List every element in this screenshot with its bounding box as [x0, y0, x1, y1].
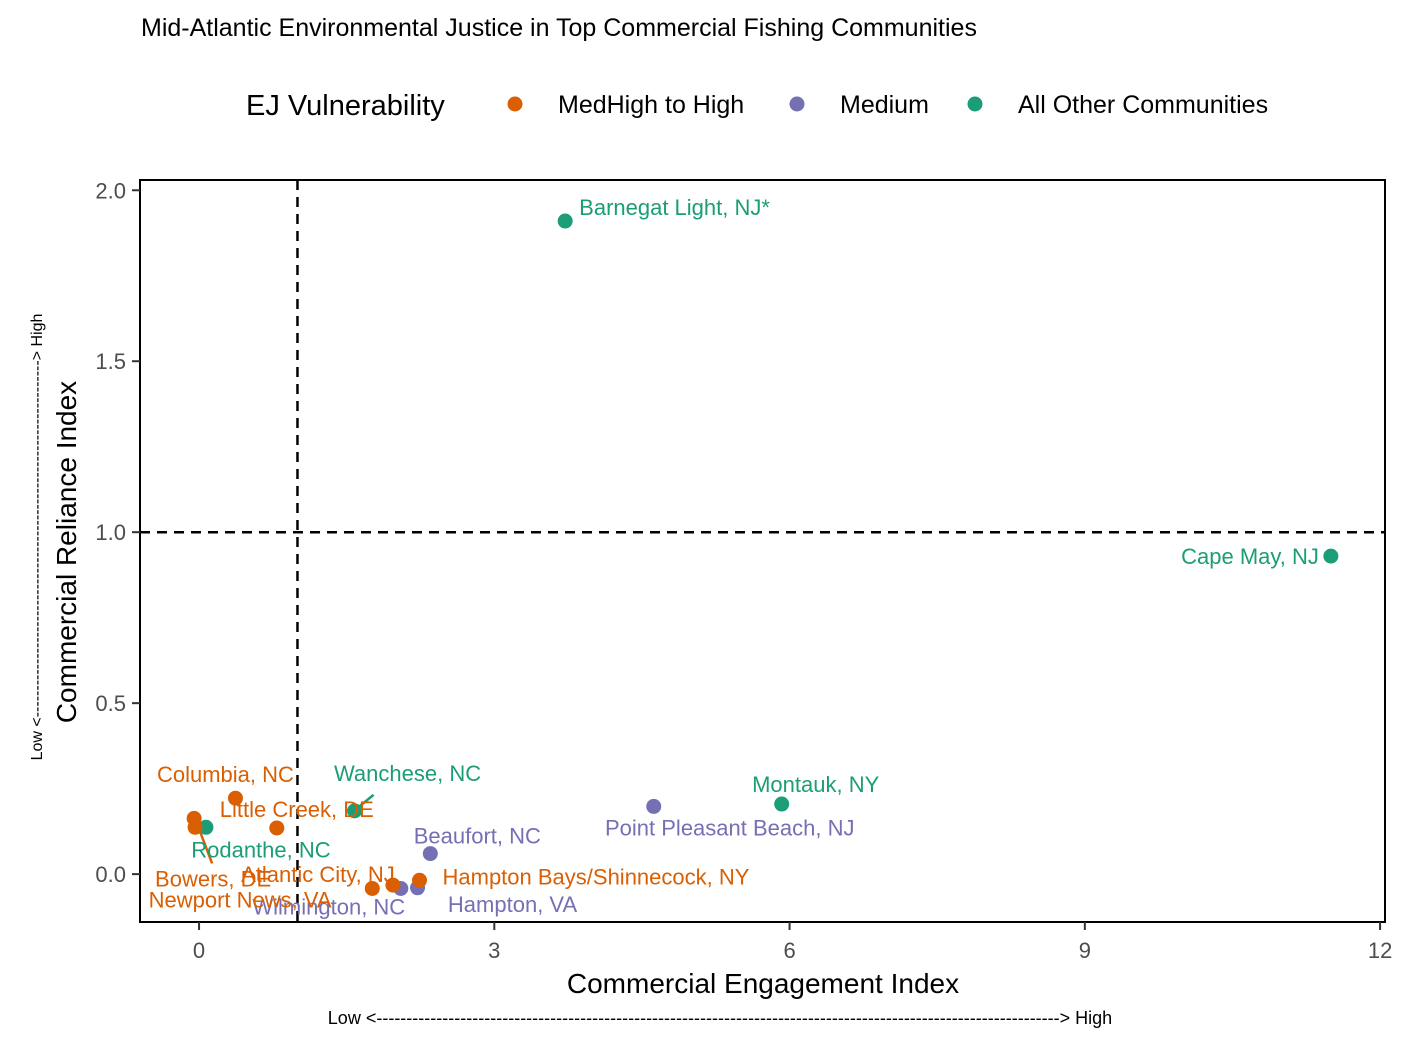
legend-label: Medium [840, 91, 929, 119]
x-axis: 0 3 6 9 12 [193, 922, 1392, 963]
x-tick-label: 12 [1368, 938, 1392, 963]
data-label: Atlantic City, NJ [241, 862, 395, 887]
data-labels: Barnegat Light, NJ* Cape May, NJ Montauk, … [149, 195, 1319, 919]
data-label: Hampton, VA [448, 892, 578, 917]
data-label: Bowers, DE [155, 866, 271, 891]
legend-marker [967, 96, 983, 112]
legend-label: MedHigh to High [558, 91, 744, 119]
legend-label: All Other Communities [1018, 91, 1268, 119]
y-axis: 0.0 0.5 1.0 1.5 2.0 [95, 178, 140, 887]
data-label: Columbia, NC [157, 762, 294, 787]
y-tick-label: 0.5 [95, 691, 126, 716]
y-tick-label: 0.0 [95, 862, 126, 887]
data-point [347, 803, 363, 819]
data-label: Wanchese, NC [334, 761, 481, 786]
data-label: Hampton Bays/Shinnecock, NY [443, 864, 750, 889]
data-point [774, 796, 790, 812]
data-label: Barnegat Light, NJ* [579, 195, 770, 220]
data-point [646, 798, 662, 814]
legend-marker [789, 96, 805, 112]
data-label: Wilmington, NC [252, 894, 405, 919]
chart-title: Mid-Atlantic Environmental Justice in To… [141, 14, 977, 42]
y-direction-label: Low <-----------------------------------… [29, 314, 46, 761]
data-label: Montauk, NY [752, 772, 879, 797]
data-label: Point Pleasant Beach, NJ [605, 815, 854, 840]
data-point [557, 213, 573, 229]
data-label: Cape May, NJ [1181, 544, 1319, 569]
data-point [227, 790, 243, 806]
x-direction-label: Low <-----------------------------------… [328, 1008, 1112, 1028]
y-tick-label: 2.0 [95, 178, 126, 203]
plot-panel: Barnegat Light, NJ* Cape May, NJ Montauk, … [139, 179, 1386, 923]
label-connector [356, 793, 375, 809]
legend: EJ Vulnerability MedHigh to High Medium Al… [246, 90, 1268, 122]
legend-marker [507, 96, 523, 112]
data-point [187, 819, 203, 835]
data-point [385, 877, 401, 893]
y-axis-title: Commercial Reliance Index [51, 381, 82, 723]
x-tick-label: 9 [1079, 938, 1091, 963]
y-tick-label: 1.0 [95, 520, 126, 545]
data-point [422, 846, 438, 862]
data-point [364, 880, 380, 896]
data-label: Rodanthe, NC [191, 837, 331, 862]
data-point [412, 872, 428, 888]
x-tick-label: 3 [488, 938, 500, 963]
reference-lines [140, 180, 1385, 922]
legend-entries: MedHigh to High Medium All Other Communiti… [507, 91, 1268, 119]
data-point [1323, 548, 1339, 564]
data-points [186, 213, 1339, 896]
plot-border [139, 179, 1386, 923]
y-tick-label: 1.5 [95, 349, 126, 374]
x-tick-label: 6 [783, 938, 795, 963]
data-label: Newport News, VA [149, 887, 332, 912]
legend-title: EJ Vulnerability [246, 90, 445, 122]
x-tick-label: 0 [193, 938, 205, 963]
data-label: Little Creek, DE [220, 797, 374, 822]
x-axis-title: Commercial Engagement Index [567, 968, 959, 999]
data-point [269, 820, 285, 836]
data-label: Beaufort, NC [414, 824, 541, 849]
data-point [198, 819, 214, 835]
